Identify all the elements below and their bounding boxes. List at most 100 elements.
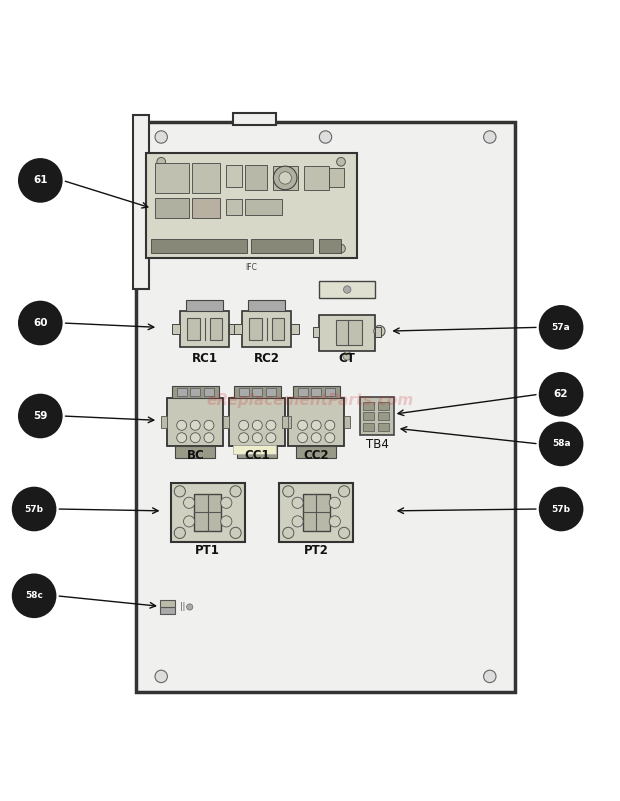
Circle shape bbox=[374, 325, 385, 336]
Circle shape bbox=[187, 604, 193, 610]
Circle shape bbox=[311, 433, 321, 443]
Text: 58a: 58a bbox=[552, 440, 570, 449]
Bar bbox=[192, 198, 220, 218]
Circle shape bbox=[190, 433, 200, 443]
Bar bbox=[375, 328, 381, 337]
Circle shape bbox=[252, 421, 262, 430]
Bar bbox=[279, 483, 353, 541]
Bar bbox=[234, 385, 281, 398]
Circle shape bbox=[329, 497, 340, 509]
Circle shape bbox=[221, 516, 232, 527]
Bar bbox=[296, 446, 336, 457]
Bar bbox=[223, 416, 229, 429]
Circle shape bbox=[337, 244, 345, 253]
Bar bbox=[348, 320, 362, 344]
Bar bbox=[155, 198, 189, 218]
Bar bbox=[248, 300, 285, 312]
Circle shape bbox=[18, 158, 63, 203]
Bar bbox=[160, 607, 175, 614]
Bar bbox=[378, 413, 389, 421]
Bar bbox=[232, 445, 276, 454]
Circle shape bbox=[325, 433, 335, 443]
Text: TB4: TB4 bbox=[366, 437, 388, 451]
Bar bbox=[167, 398, 223, 446]
Circle shape bbox=[18, 300, 63, 345]
Bar bbox=[172, 324, 180, 334]
Circle shape bbox=[177, 421, 187, 430]
Bar bbox=[204, 388, 214, 396]
Bar bbox=[378, 402, 389, 410]
Circle shape bbox=[12, 487, 56, 531]
Circle shape bbox=[204, 421, 214, 430]
Circle shape bbox=[157, 244, 166, 253]
Circle shape bbox=[12, 574, 56, 618]
Circle shape bbox=[337, 158, 345, 166]
Circle shape bbox=[230, 527, 241, 538]
Bar bbox=[242, 312, 291, 347]
Bar bbox=[319, 281, 375, 298]
Circle shape bbox=[329, 516, 340, 527]
Text: IFC: IFC bbox=[245, 263, 257, 272]
Text: CC1: CC1 bbox=[244, 449, 270, 462]
Text: 57b: 57b bbox=[552, 505, 570, 513]
Bar bbox=[363, 413, 374, 421]
Circle shape bbox=[221, 497, 232, 509]
Circle shape bbox=[157, 158, 166, 166]
Text: PT1: PT1 bbox=[195, 545, 220, 557]
Circle shape bbox=[484, 670, 496, 682]
Bar bbox=[146, 152, 356, 258]
Circle shape bbox=[339, 527, 350, 538]
Bar bbox=[237, 446, 277, 457]
Bar bbox=[363, 402, 374, 410]
Bar bbox=[160, 599, 175, 607]
Circle shape bbox=[155, 131, 167, 143]
Bar bbox=[192, 163, 220, 193]
Bar bbox=[239, 388, 249, 396]
Circle shape bbox=[174, 527, 185, 538]
Bar bbox=[161, 416, 167, 429]
Text: RC1: RC1 bbox=[192, 352, 218, 365]
Circle shape bbox=[279, 171, 291, 184]
Bar bbox=[151, 239, 247, 253]
Bar bbox=[245, 199, 282, 215]
Bar bbox=[245, 165, 267, 190]
Text: 62: 62 bbox=[554, 389, 569, 400]
Bar bbox=[226, 199, 242, 215]
Circle shape bbox=[266, 433, 276, 443]
Bar bbox=[319, 239, 341, 253]
Bar bbox=[232, 114, 276, 125]
Circle shape bbox=[325, 421, 335, 430]
Bar bbox=[223, 416, 229, 429]
Circle shape bbox=[230, 485, 241, 497]
Bar bbox=[234, 324, 242, 334]
Text: 60: 60 bbox=[33, 318, 48, 328]
Bar bbox=[298, 388, 308, 396]
Circle shape bbox=[484, 131, 496, 143]
Circle shape bbox=[298, 433, 308, 443]
Bar bbox=[303, 493, 330, 531]
Text: 58c: 58c bbox=[25, 591, 43, 600]
Text: BC: BC bbox=[187, 449, 204, 462]
Bar bbox=[252, 388, 262, 396]
Text: CT: CT bbox=[339, 352, 356, 365]
Bar bbox=[319, 315, 375, 351]
Bar bbox=[172, 385, 219, 398]
Bar bbox=[325, 388, 335, 396]
Text: eReplacementParts.com: eReplacementParts.com bbox=[206, 393, 414, 408]
Circle shape bbox=[343, 286, 351, 293]
Text: CC2: CC2 bbox=[303, 449, 329, 462]
Circle shape bbox=[319, 131, 332, 143]
Circle shape bbox=[539, 487, 583, 531]
Bar bbox=[251, 239, 313, 253]
Bar bbox=[210, 318, 222, 340]
Bar bbox=[311, 388, 321, 396]
Text: 59: 59 bbox=[33, 411, 48, 421]
Bar bbox=[336, 320, 350, 344]
Bar bbox=[194, 493, 221, 531]
Circle shape bbox=[239, 433, 249, 443]
Bar bbox=[136, 122, 515, 692]
Circle shape bbox=[266, 421, 276, 430]
Bar bbox=[170, 483, 245, 541]
Circle shape bbox=[190, 421, 200, 430]
Circle shape bbox=[18, 393, 63, 438]
